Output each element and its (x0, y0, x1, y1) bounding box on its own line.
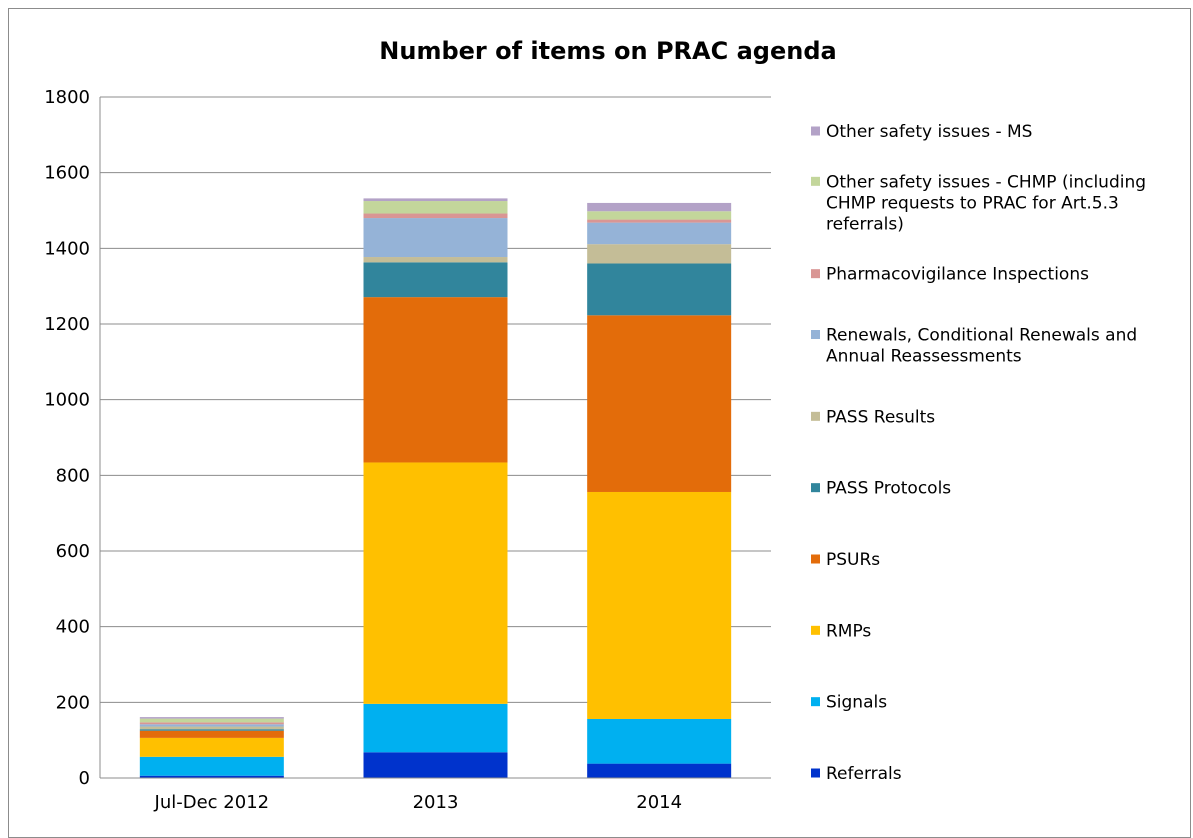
legend-item-renewals-conditional-renewals-and-annual: Renewals, Conditional Renewals andAnnual… (811, 326, 1137, 367)
bar-segment-rmps (139, 737, 284, 757)
bar-segment-signals (363, 703, 508, 753)
legend-label: Pharmacovigilance Inspections (826, 265, 1089, 285)
y-tick-label: 1000 (44, 390, 90, 411)
legend-label: Referrals (826, 764, 902, 784)
y-tick-label: 200 (56, 692, 90, 713)
bar-segment-pass-results (587, 244, 732, 264)
y-tick-label: 1200 (44, 314, 90, 335)
y-tick-label: 0 (79, 768, 90, 789)
bar-segment-psurs (139, 730, 284, 738)
legend-swatch (811, 697, 820, 707)
bar-segment-pass-results (139, 726, 284, 730)
legend-label: Annual Reassessments (826, 347, 1022, 367)
legend-label: Signals (826, 693, 887, 713)
bars (139, 198, 732, 778)
bar-segment-other-safety-issues-ms (363, 198, 508, 202)
legend-item-referrals: Referrals (811, 764, 902, 784)
legend-item-other-safety-issues-ms: Other safety issues - MS (811, 122, 1032, 142)
legend-label: CHMP requests to PRAC for Art.5.3 (826, 193, 1119, 213)
legend-label: RMPs (826, 621, 871, 641)
legend-item-signals: Signals (811, 693, 887, 713)
bar-segment-signals (139, 756, 284, 776)
legend-swatch (811, 126, 820, 136)
legend-label: Other safety issues - MS (826, 122, 1032, 142)
x-tick-label: Jul-Dec 2012 (154, 792, 270, 813)
bar-segment-rmps (363, 462, 508, 704)
y-tick-label: 800 (56, 465, 90, 486)
bar-segment-other-safety-issues-ms (139, 717, 284, 719)
bar-segment-other-safety-issues-chmp-including-chmp-requests-to-prac-for-art-5-3-referrals (139, 718, 284, 723)
bar-segment-psurs (363, 297, 508, 463)
legend-swatch (811, 269, 820, 279)
bar-segment-referrals (587, 763, 732, 778)
y-tick-label: 1600 (44, 163, 90, 184)
legend-item-pharmacovigilance-inspections: Pharmacovigilance Inspections (811, 265, 1089, 285)
y-tick-label: 1400 (44, 238, 90, 259)
bar-segment-psurs (587, 315, 732, 492)
chart-title: Number of items on PRAC agenda (379, 37, 837, 65)
legend-swatch (811, 330, 820, 339)
axes: 0 200 400 600 800 1000 1200 1400 1600 1800 Jul-Dec… (44, 87, 771, 813)
bar-segment-referrals (139, 775, 284, 778)
bar-segment-referrals (363, 752, 508, 778)
bar-segment-pass-protocols (363, 262, 508, 298)
bar-segment-other-safety-issues-ms (587, 202, 732, 212)
bar-segment-renewals-conditional-renewals-and-annual-reassessments (587, 222, 732, 245)
bar-segment-pharmacovigilance-inspections (587, 219, 732, 223)
x-tick-label: 2013 (413, 792, 459, 813)
bar-segment-pass-results (363, 257, 508, 263)
legend-item-other-safety-issues-chmp-including-chmp-: Other safety issues - CHMP (includingCHM… (811, 172, 1146, 234)
legend-swatch (811, 625, 820, 635)
legend-swatch (811, 411, 820, 421)
legend-item-pass-results: PASS Results (811, 407, 935, 427)
legend-label: PASS Protocols (826, 479, 951, 499)
legend-swatch (811, 554, 820, 564)
y-tick-label: 400 (56, 617, 90, 638)
legend-swatch (811, 768, 820, 778)
legend-label: Other safety issues - CHMP (including (826, 172, 1146, 192)
legend-label: referrals) (826, 214, 904, 234)
bar-segment-rmps (587, 491, 732, 719)
bar-segment-pharmacovigilance-inspections (139, 722, 284, 725)
x-tick-label: 2014 (636, 792, 682, 813)
y-tick-label: 600 (56, 541, 90, 562)
bar-segment-renewals-conditional-renewals-and-annual-reassessments (139, 724, 284, 727)
bar-segment-renewals-conditional-renewals-and-annual-reassessments (363, 218, 508, 258)
legend-label: PSURs (826, 550, 880, 570)
legend-item-psurs: PSURs (811, 550, 880, 570)
bar-segment-pass-protocols (139, 729, 284, 731)
bar-segment-pharmacovigilance-inspections (363, 213, 508, 219)
legend-item-rmps: RMPs (811, 621, 871, 641)
y-tick-label: 1800 (44, 87, 90, 108)
legend-label: PASS Results (826, 407, 935, 427)
legend: Other safety issues - MS Other safety iss… (811, 122, 1146, 784)
bar-segment-other-safety-issues-chmp-including-chmp-requests-to-prac-for-art-5-3-referrals (363, 201, 508, 214)
legend-swatch (811, 176, 820, 186)
legend-item-pass-protocols: PASS Protocols (811, 479, 951, 499)
bar-segment-other-safety-issues-chmp-including-chmp-requests-to-prac-for-art-5-3-referrals (587, 211, 732, 220)
bar-segment-pass-protocols (587, 263, 732, 316)
legend-label: Renewals, Conditional Renewals and (826, 326, 1137, 346)
legend-swatch (811, 483, 820, 493)
bar-segment-signals (587, 718, 732, 764)
